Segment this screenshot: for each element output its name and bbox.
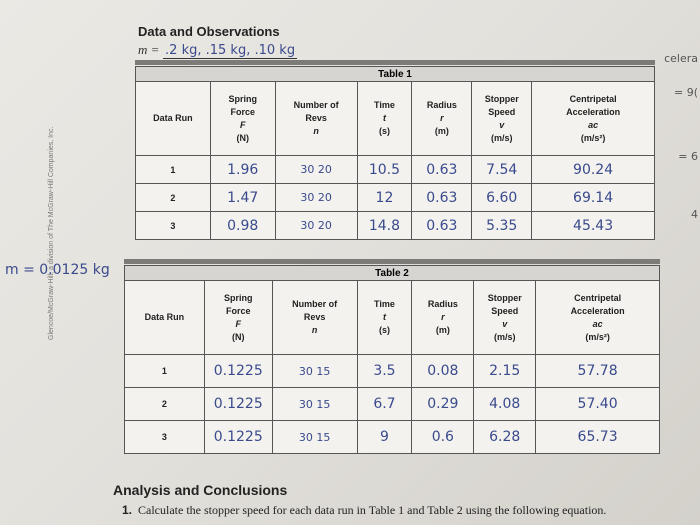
col-data-run: Data Run [135,81,211,156]
table2-header-row: Data Run Spring Force F (N) Number of Revs n … [124,280,660,355]
question-number: 1. [122,503,133,517]
table1-top-bar [135,60,655,65]
table-row: 3 0.98 30 20 14.8 0.63 5.35 45.43 [135,211,655,240]
table1-header-row: Data Run Spring Force F (N) Number of Revs n … [135,81,655,156]
table1: Table 1 Data Run Spring Force F (N) Number … [135,66,655,240]
table2: Table 2 Data Run Spring Force F (N) Number … [124,265,660,454]
col-speed: Stopper Speed v (m/s) [471,81,533,156]
margin-note-right-1: celera [664,52,698,65]
table-row: 1 0.1225 30 15 3.5 0.08 2.15 57.78 [124,354,660,388]
publisher-credit: Glencoe/McGraw-Hill, a division of The M… [48,126,55,340]
table-row: 1 1.96 30 20 10.5 0.63 7.54 90.24 [135,155,655,184]
table-row: 2 0.1225 30 15 6.7 0.29 4.08 57.40 [124,387,660,421]
question-text: Calculate the stopper speed for each dat… [138,503,607,517]
table-row: 3 0.1225 30 15 9 0.6 6.28 65.73 [124,420,660,454]
margin-note-right-3: = 6 [678,150,698,163]
question-1: 1. Calculate the stopper speed for each d… [122,503,606,518]
margin-mass-note: m = 0.0125 kg [5,262,110,278]
margin-note-right-2: = 9( [673,86,698,99]
table1-caption: Table 1 [378,68,412,80]
mass-label: m = [138,42,160,57]
col-radius: Radius r (m) [411,81,473,156]
col-time: Time t (s) [356,81,413,156]
mass-line: m = .2 kg, .15 kg, .10 kg [138,42,298,59]
margin-note-right-4: 4 [691,208,698,221]
table2-top-bar [124,259,660,264]
analysis-heading: Analysis and Conclusions [113,482,288,498]
section-title: Data and Observations [138,24,280,39]
mass-values: .2 kg, .15 kg, .10 kg [163,43,298,59]
table2-caption: Table 2 [375,267,409,279]
col-accel: Centripetal Acceleration ac (m/s²) [531,81,655,156]
table-row: 2 1.47 30 20 12 0.63 6.60 69.14 [135,183,655,212]
col-force: Spring Force F (N) [209,81,276,156]
col-revs: Number of Revs n [274,81,358,156]
